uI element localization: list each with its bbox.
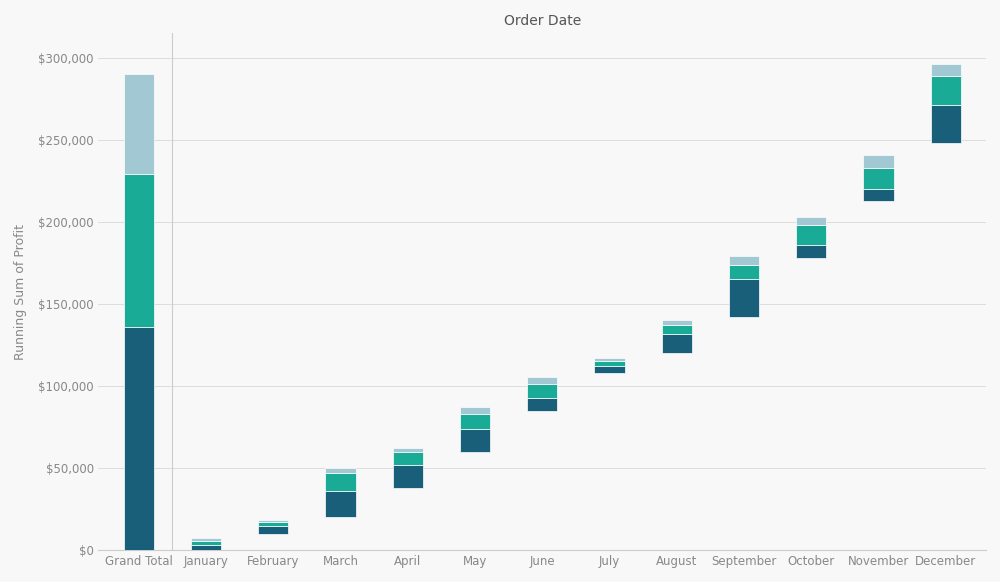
Bar [393, 452, 423, 465]
Bar [594, 361, 625, 367]
Bar [258, 527, 288, 534]
Bar [863, 155, 894, 168]
Bar [325, 468, 356, 473]
Bar [124, 74, 154, 175]
Bar [527, 398, 557, 411]
Bar [931, 76, 961, 105]
Bar [729, 279, 759, 317]
Bar [796, 217, 826, 225]
Bar [796, 245, 826, 258]
Bar [258, 523, 288, 527]
Bar [191, 541, 221, 545]
Bar [527, 377, 557, 385]
Bar [594, 358, 625, 361]
Bar [662, 325, 692, 333]
Bar [460, 414, 490, 429]
Bar [863, 168, 894, 189]
Y-axis label: Running Sum of Profit: Running Sum of Profit [14, 223, 27, 360]
Bar [662, 321, 692, 325]
Bar [124, 327, 154, 550]
Bar [393, 465, 423, 488]
Bar [527, 385, 557, 398]
Bar [931, 105, 961, 143]
Bar [796, 225, 826, 245]
Title: Order Date: Order Date [504, 14, 581, 28]
Bar [393, 448, 423, 452]
Bar [460, 407, 490, 414]
Bar [863, 189, 894, 201]
Bar [594, 367, 625, 373]
Bar [124, 175, 154, 327]
Bar [729, 257, 759, 265]
Bar [460, 429, 490, 452]
Bar [258, 520, 288, 523]
Bar [931, 65, 961, 76]
Bar [662, 333, 692, 353]
Bar [729, 265, 759, 279]
Bar [325, 491, 356, 517]
Bar [191, 538, 221, 541]
Bar [325, 473, 356, 491]
Bar [191, 545, 221, 553]
